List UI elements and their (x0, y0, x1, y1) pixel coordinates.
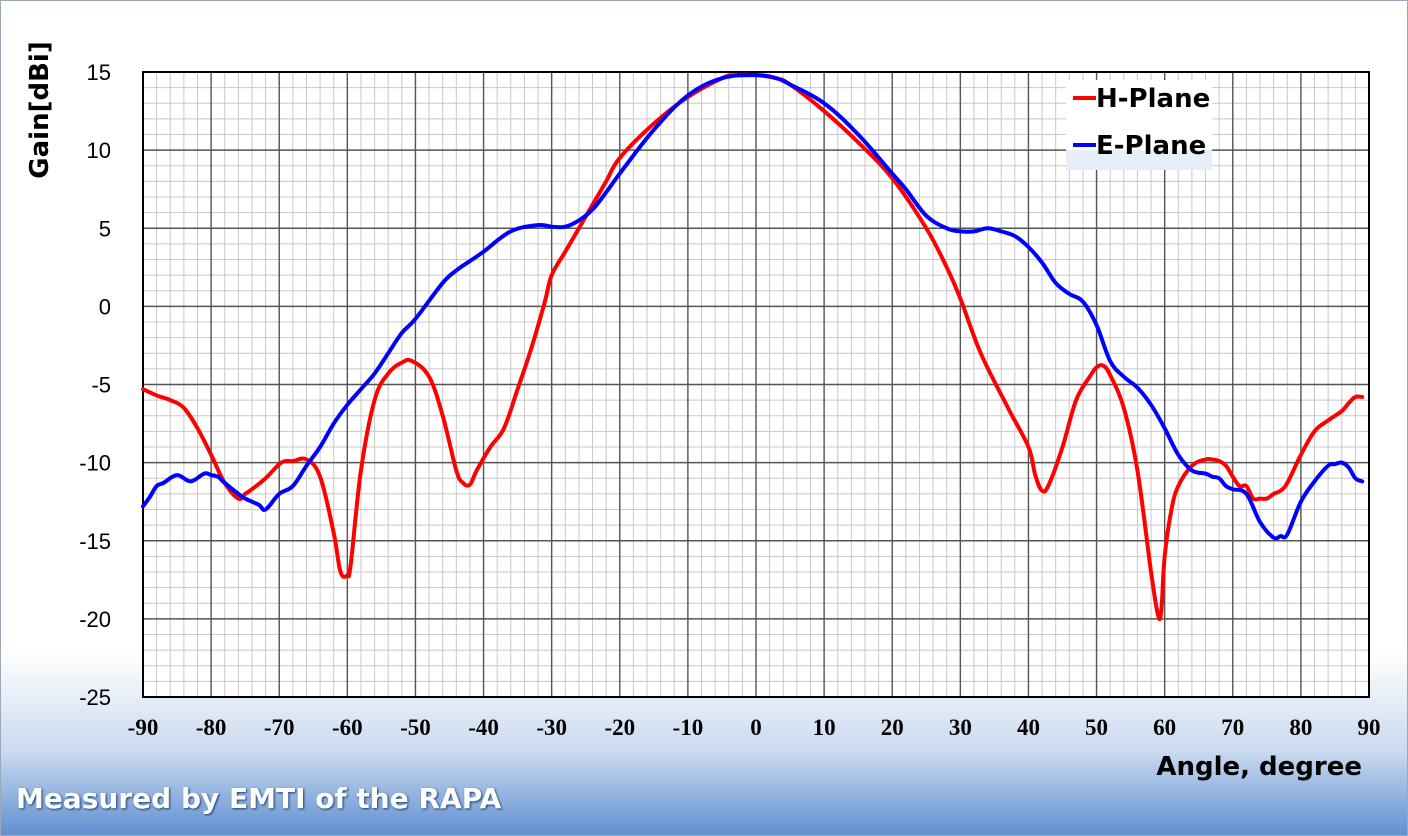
x-tick-label: 0 (750, 715, 762, 740)
x-tick-label: -80 (196, 715, 227, 740)
footer-caption: Measured by EMTI of the RAPA (16, 782, 502, 815)
x-tick-label: -50 (400, 715, 431, 740)
x-tick-label: 60 (1153, 715, 1176, 740)
x-tick-label: 50 (1085, 715, 1108, 740)
x-axis-title: Angle, degree (1156, 752, 1362, 782)
x-tick-label: -40 (468, 715, 499, 740)
series-layer (141, 72, 1365, 622)
y-tick-label: 0 (99, 294, 111, 319)
x-tick-label: 40 (1017, 715, 1040, 740)
y-tick-label: 10 (87, 138, 111, 163)
x-tick-label: -20 (604, 715, 635, 740)
x-tick-label: 90 (1358, 715, 1381, 740)
y-tick-label: -20 (79, 607, 111, 632)
x-tick-label: -60 (332, 715, 363, 740)
x-tick-label: -70 (264, 715, 295, 740)
y-tick-label: -15 (79, 529, 111, 554)
x-tick-labels: -90 -80 -70 -60 -50 -40 -30 -20 -10 0 10 20 30 40 50 60… (128, 715, 1381, 740)
y-tick-label: -5 (91, 373, 111, 398)
plot-border (142, 71, 1370, 698)
x-tick-label: -30 (536, 715, 567, 740)
x-tick-label: 30 (949, 715, 972, 740)
x-tick-label: -10 (673, 715, 704, 740)
legend: H-Plane E-Plane (1066, 80, 1212, 170)
x-tick-label: -90 (128, 715, 159, 740)
y-axis-title: Gain[dBi] (25, 41, 55, 178)
x-tick-label: 70 (1221, 715, 1244, 740)
y-tick-label: -10 (79, 451, 111, 476)
legend-label-h-plane: H-Plane (1096, 84, 1210, 114)
y-tick-label: -25 (79, 685, 111, 710)
x-tick-label: 10 (813, 715, 836, 740)
y-tick-labels: 15 10 5 0 -5 -10 -15 -20 -25 (79, 60, 111, 710)
y-tick-label: 15 (87, 60, 111, 85)
series-line-e-plane (141, 73, 1365, 541)
legend-label-e-plane: E-Plane (1096, 131, 1206, 161)
x-tick-label: 20 (881, 715, 904, 740)
legend-fade (1066, 150, 1212, 170)
y-tick-label: 5 (99, 216, 111, 241)
x-tick-label: 80 (1289, 715, 1312, 740)
